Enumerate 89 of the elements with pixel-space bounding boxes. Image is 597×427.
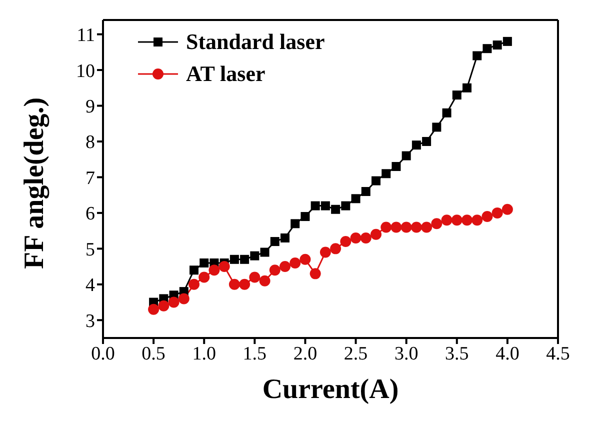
point: [351, 194, 360, 204]
point: [259, 275, 270, 286]
x-tick-label: 1.5: [242, 343, 267, 364]
point: [372, 176, 380, 186]
point: [482, 211, 493, 222]
point: [472, 51, 482, 60]
x-tick-label: 4.0: [496, 343, 520, 364]
point: [452, 90, 462, 100]
point: [310, 201, 320, 210]
point: [158, 300, 170, 312]
point: [239, 278, 250, 290]
point: [331, 204, 340, 214]
point: [218, 261, 230, 272]
point: [320, 246, 331, 258]
point: [208, 264, 220, 276]
point: [421, 222, 432, 233]
point: [400, 222, 412, 233]
point: [441, 214, 452, 226]
point: [250, 251, 260, 260]
x-tick-label: 2.0: [293, 343, 318, 364]
point: [382, 169, 391, 178]
point: [350, 232, 362, 244]
point: [341, 201, 350, 210]
point: [482, 44, 492, 54]
y-tick-label: 10: [76, 60, 95, 82]
point: [270, 237, 280, 246]
point: [249, 272, 260, 283]
point: [390, 222, 402, 233]
point: [330, 243, 342, 254]
point: [198, 272, 210, 283]
point: [361, 187, 370, 196]
x-tick-label: 1.0: [192, 343, 216, 364]
point: [230, 254, 239, 264]
point: [340, 236, 352, 248]
point: [310, 268, 321, 280]
point: [502, 36, 512, 46]
y-tick-label: 7: [86, 168, 95, 189]
x-tick-label: 3.0: [394, 343, 418, 364]
y-axis-title: FF angle(deg.): [18, 97, 50, 269]
y-tick-label: 11: [76, 25, 95, 46]
point: [300, 212, 310, 222]
point: [462, 214, 472, 226]
point: [168, 296, 180, 308]
point: [472, 214, 483, 226]
point: [380, 222, 392, 233]
point: [280, 261, 290, 272]
point: [431, 218, 442, 230]
y-tick-label: 5: [86, 239, 95, 260]
x-axis-title: Current(A): [262, 374, 399, 405]
point: [451, 214, 462, 226]
point: [492, 40, 502, 50]
y-tick-label: 8: [86, 132, 95, 154]
point: [269, 264, 280, 276]
point: [300, 254, 311, 265]
point: [320, 201, 330, 210]
point: [392, 162, 401, 171]
point: [280, 233, 290, 242]
y-tick-label: 4: [86, 275, 96, 296]
y-tick-label: 6: [86, 204, 95, 225]
point: [188, 278, 200, 290]
point: [402, 151, 411, 160]
point: [360, 232, 372, 244]
point: [228, 278, 240, 290]
x-tick-label: 4.5: [546, 343, 570, 364]
point: [370, 228, 382, 240]
point: [148, 304, 160, 315]
x-tick-label: 2.5: [344, 343, 368, 364]
legend-label: AT laser: [186, 60, 266, 88]
point: [290, 219, 300, 228]
point: [502, 204, 513, 215]
y-tick-label: 9: [86, 96, 95, 118]
point: [432, 122, 442, 132]
point: [492, 207, 503, 218]
point: [178, 293, 190, 304]
point: [260, 248, 270, 257]
point: [442, 108, 452, 118]
point: [410, 222, 422, 233]
point: [290, 257, 301, 268]
legend-label: Standard laser: [186, 28, 325, 56]
point: [412, 140, 421, 150]
point: [462, 83, 472, 92]
x-tick-label: 0.0: [91, 343, 115, 364]
point: [422, 136, 432, 146]
point: [200, 258, 209, 268]
point: [240, 254, 250, 264]
y-tick-label: 3: [86, 310, 95, 332]
x-tick-label: 3.5: [445, 343, 469, 364]
point: [190, 266, 198, 275]
x-tick-label: 0.5: [142, 343, 166, 364]
